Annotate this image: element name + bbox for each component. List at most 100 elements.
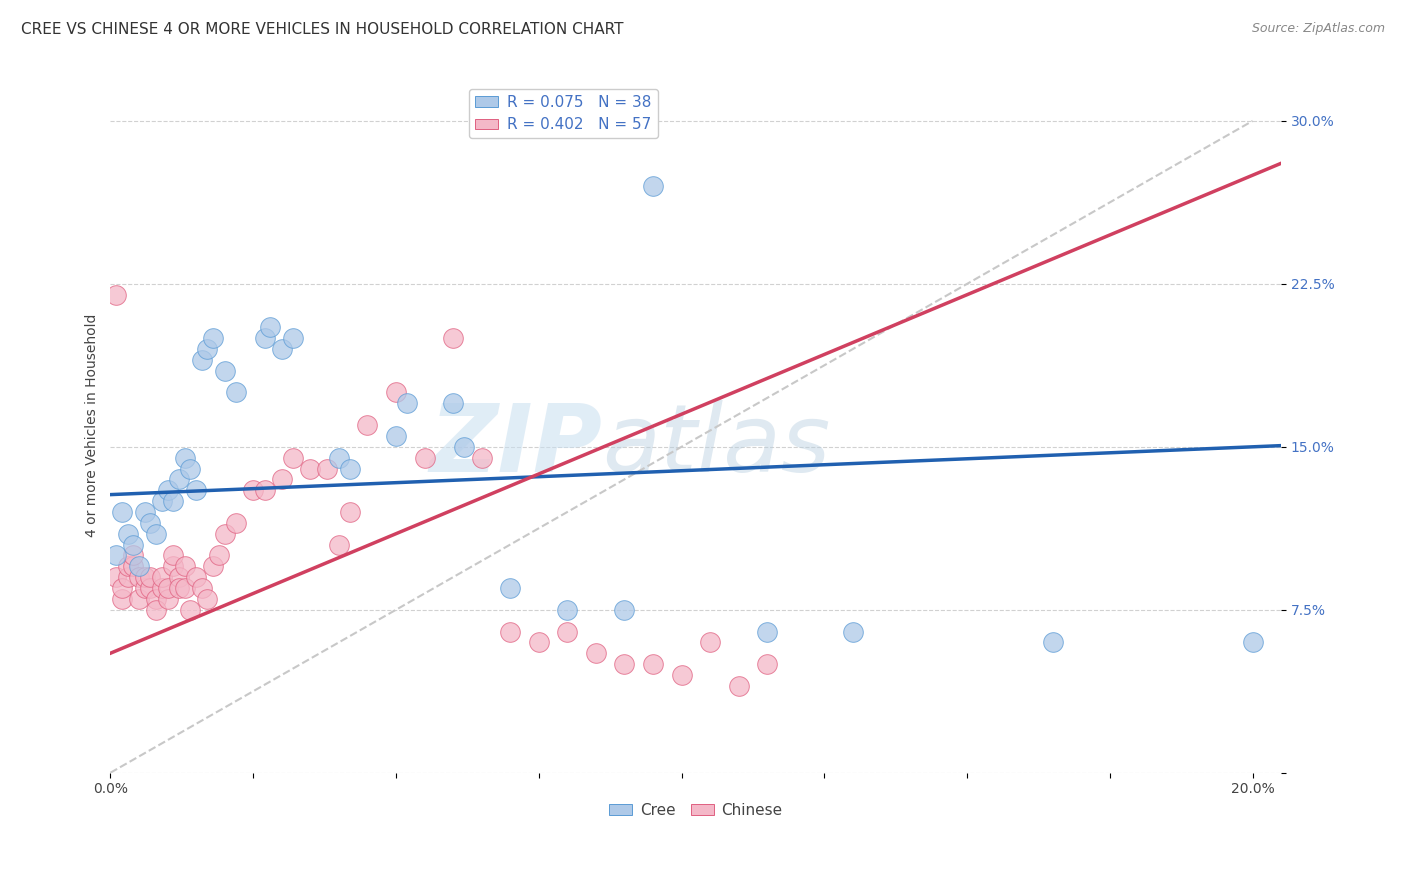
Point: [139, 516, 162, 530]
Point: [162, 494, 184, 508]
Point: [328, 450, 350, 465]
Point: [105, 549, 128, 563]
Point: [1241, 635, 1264, 649]
Point: [139, 581, 162, 595]
Point: [128, 591, 150, 606]
Point: [555, 603, 578, 617]
Point: [156, 483, 179, 498]
Point: [111, 581, 134, 595]
Point: [117, 559, 139, 574]
Point: [173, 559, 195, 574]
Point: [225, 385, 247, 400]
Point: [214, 526, 236, 541]
Point: [242, 483, 264, 498]
Point: [385, 385, 408, 400]
Legend: Cree, Chinese: Cree, Chinese: [603, 797, 789, 824]
Text: atlas: atlas: [602, 401, 831, 491]
Point: [128, 559, 150, 574]
Point: [641, 179, 664, 194]
Point: [339, 505, 361, 519]
Point: [527, 635, 550, 649]
Point: [396, 396, 419, 410]
Text: Source: ZipAtlas.com: Source: ZipAtlas.com: [1251, 22, 1385, 36]
Text: CREE VS CHINESE 4 OR MORE VEHICLES IN HOUSEHOLD CORRELATION CHART: CREE VS CHINESE 4 OR MORE VEHICLES IN HO…: [21, 22, 624, 37]
Point: [191, 581, 214, 595]
Point: [214, 364, 236, 378]
Point: [756, 624, 779, 639]
Point: [641, 657, 664, 672]
Point: [134, 581, 156, 595]
Point: [1042, 635, 1064, 649]
Point: [167, 570, 190, 584]
Point: [283, 450, 305, 465]
Point: [122, 549, 145, 563]
Point: [184, 570, 207, 584]
Point: [328, 538, 350, 552]
Point: [156, 581, 179, 595]
Point: [385, 429, 408, 443]
Point: [253, 331, 276, 345]
Point: [356, 418, 378, 433]
Point: [270, 472, 292, 486]
Point: [105, 570, 128, 584]
Point: [134, 505, 156, 519]
Point: [111, 505, 134, 519]
Point: [139, 570, 162, 584]
Point: [499, 624, 522, 639]
Point: [225, 516, 247, 530]
Point: [283, 331, 305, 345]
Point: [499, 581, 522, 595]
Point: [167, 581, 190, 595]
Point: [453, 440, 475, 454]
Point: [122, 559, 145, 574]
Point: [150, 581, 173, 595]
Point: [197, 342, 219, 356]
Point: [202, 331, 225, 345]
Point: [259, 320, 281, 334]
Y-axis label: 4 or more Vehicles in Household: 4 or more Vehicles in Household: [86, 313, 100, 537]
Point: [105, 287, 128, 301]
Point: [162, 549, 184, 563]
Point: [202, 559, 225, 574]
Point: [117, 570, 139, 584]
Point: [270, 342, 292, 356]
Point: [167, 472, 190, 486]
Point: [145, 526, 167, 541]
Point: [134, 570, 156, 584]
Point: [413, 450, 436, 465]
Point: [316, 461, 339, 475]
Point: [471, 450, 494, 465]
Point: [156, 591, 179, 606]
Point: [555, 624, 578, 639]
Point: [842, 624, 865, 639]
Point: [727, 679, 749, 693]
Point: [191, 352, 214, 367]
Point: [150, 494, 173, 508]
Point: [179, 461, 201, 475]
Point: [671, 668, 693, 682]
Point: [145, 591, 167, 606]
Point: [162, 559, 184, 574]
Point: [117, 526, 139, 541]
Point: [111, 591, 134, 606]
Point: [208, 549, 231, 563]
Point: [585, 646, 607, 660]
Point: [173, 450, 195, 465]
Point: [179, 603, 201, 617]
Point: [150, 570, 173, 584]
Point: [613, 603, 636, 617]
Point: [122, 538, 145, 552]
Point: [128, 570, 150, 584]
Point: [145, 603, 167, 617]
Point: [441, 396, 464, 410]
Point: [184, 483, 207, 498]
Point: [173, 581, 195, 595]
Point: [253, 483, 276, 498]
Point: [756, 657, 779, 672]
Point: [299, 461, 322, 475]
Point: [441, 331, 464, 345]
Point: [197, 591, 219, 606]
Text: ZIP: ZIP: [429, 400, 602, 492]
Point: [613, 657, 636, 672]
Point: [699, 635, 721, 649]
